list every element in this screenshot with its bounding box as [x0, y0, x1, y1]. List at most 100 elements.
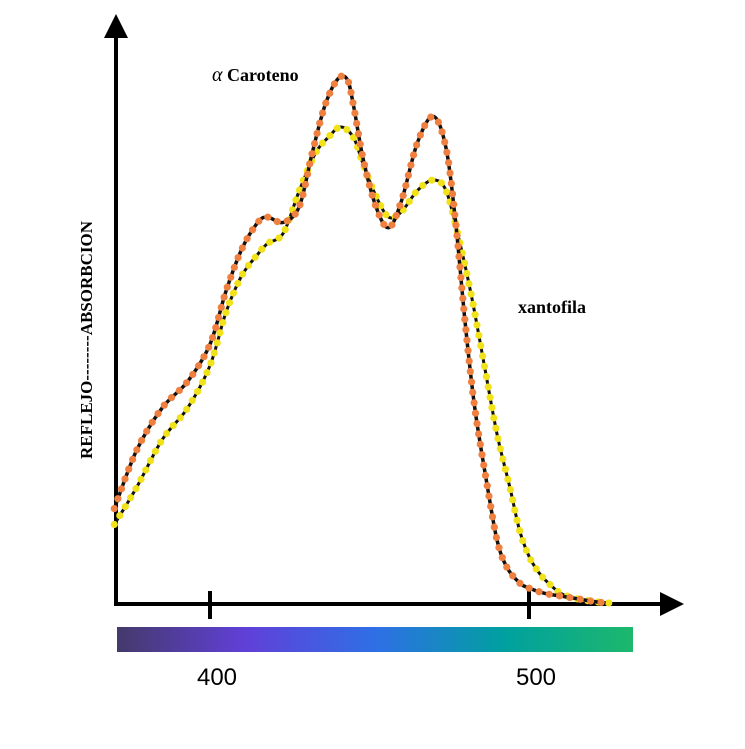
series-dot-caroteno	[110, 505, 118, 513]
series-dot-caroteno	[326, 89, 334, 97]
series-dot-caroteno	[434, 118, 442, 126]
series-dot-caroteno	[114, 495, 122, 503]
series-dot-xantofila	[239, 270, 247, 278]
series-dot-xantofila	[527, 556, 535, 564]
series-dot-caroteno	[438, 128, 446, 136]
series-dot-caroteno	[291, 210, 299, 218]
series-dot-caroteno	[576, 595, 584, 603]
series-dot-xantofila	[127, 494, 135, 502]
series-dot-xantofila	[494, 434, 502, 443]
series-dot-caroteno	[463, 336, 471, 344]
series-dot-xantofila	[183, 405, 191, 413]
series-dot-caroteno	[555, 592, 564, 600]
series-dot-xantofila	[292, 196, 300, 204]
series-dot-caroteno	[264, 213, 272, 221]
series-dot-xantofila	[318, 139, 327, 147]
x-tick-label-400: 400	[197, 664, 237, 691]
series-dot-xantofila	[116, 511, 124, 520]
series-dot-xantofila	[281, 225, 289, 234]
series-dot-caroteno	[160, 401, 168, 409]
series-dot-caroteno	[303, 170, 312, 178]
series-dot-caroteno	[487, 502, 495, 511]
series-dot-xantofila	[110, 520, 118, 529]
series-dot-xantofila	[275, 234, 283, 242]
series-dot-xantofila	[251, 253, 259, 261]
series-dot-caroteno	[399, 192, 407, 200]
series-dot-xantofila	[222, 309, 230, 317]
series-dot-xantofila	[244, 261, 253, 270]
series-dot-caroteno	[353, 119, 361, 128]
series-dot-caroteno	[296, 201, 304, 209]
series-dot-xantofila	[176, 414, 184, 422]
series-dot-xantofila	[475, 331, 483, 339]
series-dot-caroteno	[205, 343, 213, 351]
series-layer	[110, 72, 613, 607]
series-dot-caroteno	[441, 138, 449, 146]
series-dot-xantofila	[484, 383, 492, 391]
series-dot-caroteno	[337, 72, 345, 80]
series-line-xantofila	[113, 125, 609, 605]
series-dot-xantofila	[265, 238, 274, 246]
series-dot-caroteno	[273, 217, 281, 226]
series-dot-caroteno	[356, 140, 364, 148]
series-dot-caroteno	[446, 169, 454, 177]
series-dot-caroteno	[451, 211, 459, 219]
x-axis-arrowhead	[660, 592, 684, 616]
series-dot-caroteno	[344, 78, 353, 86]
series-dot-caroteno	[490, 523, 498, 531]
series-dot-caroteno	[453, 232, 461, 240]
series-dot-xantofila	[169, 421, 177, 430]
series-dot-caroteno	[480, 461, 488, 469]
series-dot-caroteno	[310, 139, 319, 148]
series-dot-xantofila	[188, 396, 196, 405]
series-dot-caroteno	[448, 190, 457, 198]
series-dot-caroteno	[148, 418, 156, 426]
series-dot-caroteno	[208, 333, 217, 342]
series-dot-xantofila	[499, 455, 507, 463]
series-dot-caroteno	[483, 482, 491, 490]
series-dot-xantofila	[509, 496, 517, 504]
series-dot-caroteno	[461, 315, 469, 323]
series-dot-xantofila	[213, 339, 221, 347]
series-dot-caroteno	[182, 379, 191, 387]
xantofila-label: xantofila	[518, 297, 586, 317]
series-dot-xantofila	[151, 447, 160, 455]
series-dot-xantofila	[198, 378, 207, 386]
series-dot-caroteno	[137, 436, 146, 445]
series-dot-caroteno	[467, 378, 476, 386]
series-dot-xantofila	[504, 475, 512, 483]
series-dot-caroteno	[458, 284, 466, 292]
series-dot-caroteno	[375, 211, 383, 219]
series-dot-caroteno	[349, 99, 357, 107]
series-dot-caroteno	[416, 131, 424, 139]
series-dot-xantofila	[480, 362, 489, 370]
series-dot-caroteno	[392, 211, 400, 220]
series-dot-xantofila	[539, 573, 547, 581]
series-dot-xantofila	[437, 179, 445, 187]
series-dot-caroteno	[447, 179, 455, 188]
series-dot-xantofila	[486, 393, 494, 401]
series-dot-caroteno	[464, 347, 472, 355]
series-dot-caroteno	[460, 305, 468, 313]
series-dot-xantofila	[333, 124, 341, 132]
series-dot-caroteno	[230, 263, 238, 271]
series-dot-caroteno	[220, 293, 228, 301]
series-dot-caroteno	[143, 427, 151, 435]
series-dot-caroteno	[466, 367, 474, 376]
series-dot-caroteno	[217, 303, 225, 311]
series-dot-xantofila	[234, 279, 242, 288]
caroteno-label: α Caroteno	[212, 64, 299, 86]
series-dot-xantofila	[482, 373, 490, 381]
series-dot-xantofila	[467, 290, 475, 298]
series-dot-caroteno	[358, 150, 366, 159]
series-dot-caroteno	[195, 362, 203, 370]
series-dot-caroteno	[413, 141, 421, 149]
series-dot-caroteno	[478, 451, 486, 459]
series-dot-caroteno	[200, 353, 208, 361]
series-dot-xantofila	[546, 581, 554, 589]
y-axis-label: REFLEJO--------ABSORBCION	[77, 220, 96, 459]
series-dot-xantofila	[469, 300, 477, 308]
series-dot-xantofila	[157, 438, 165, 446]
series-dot-caroteno	[322, 99, 330, 107]
